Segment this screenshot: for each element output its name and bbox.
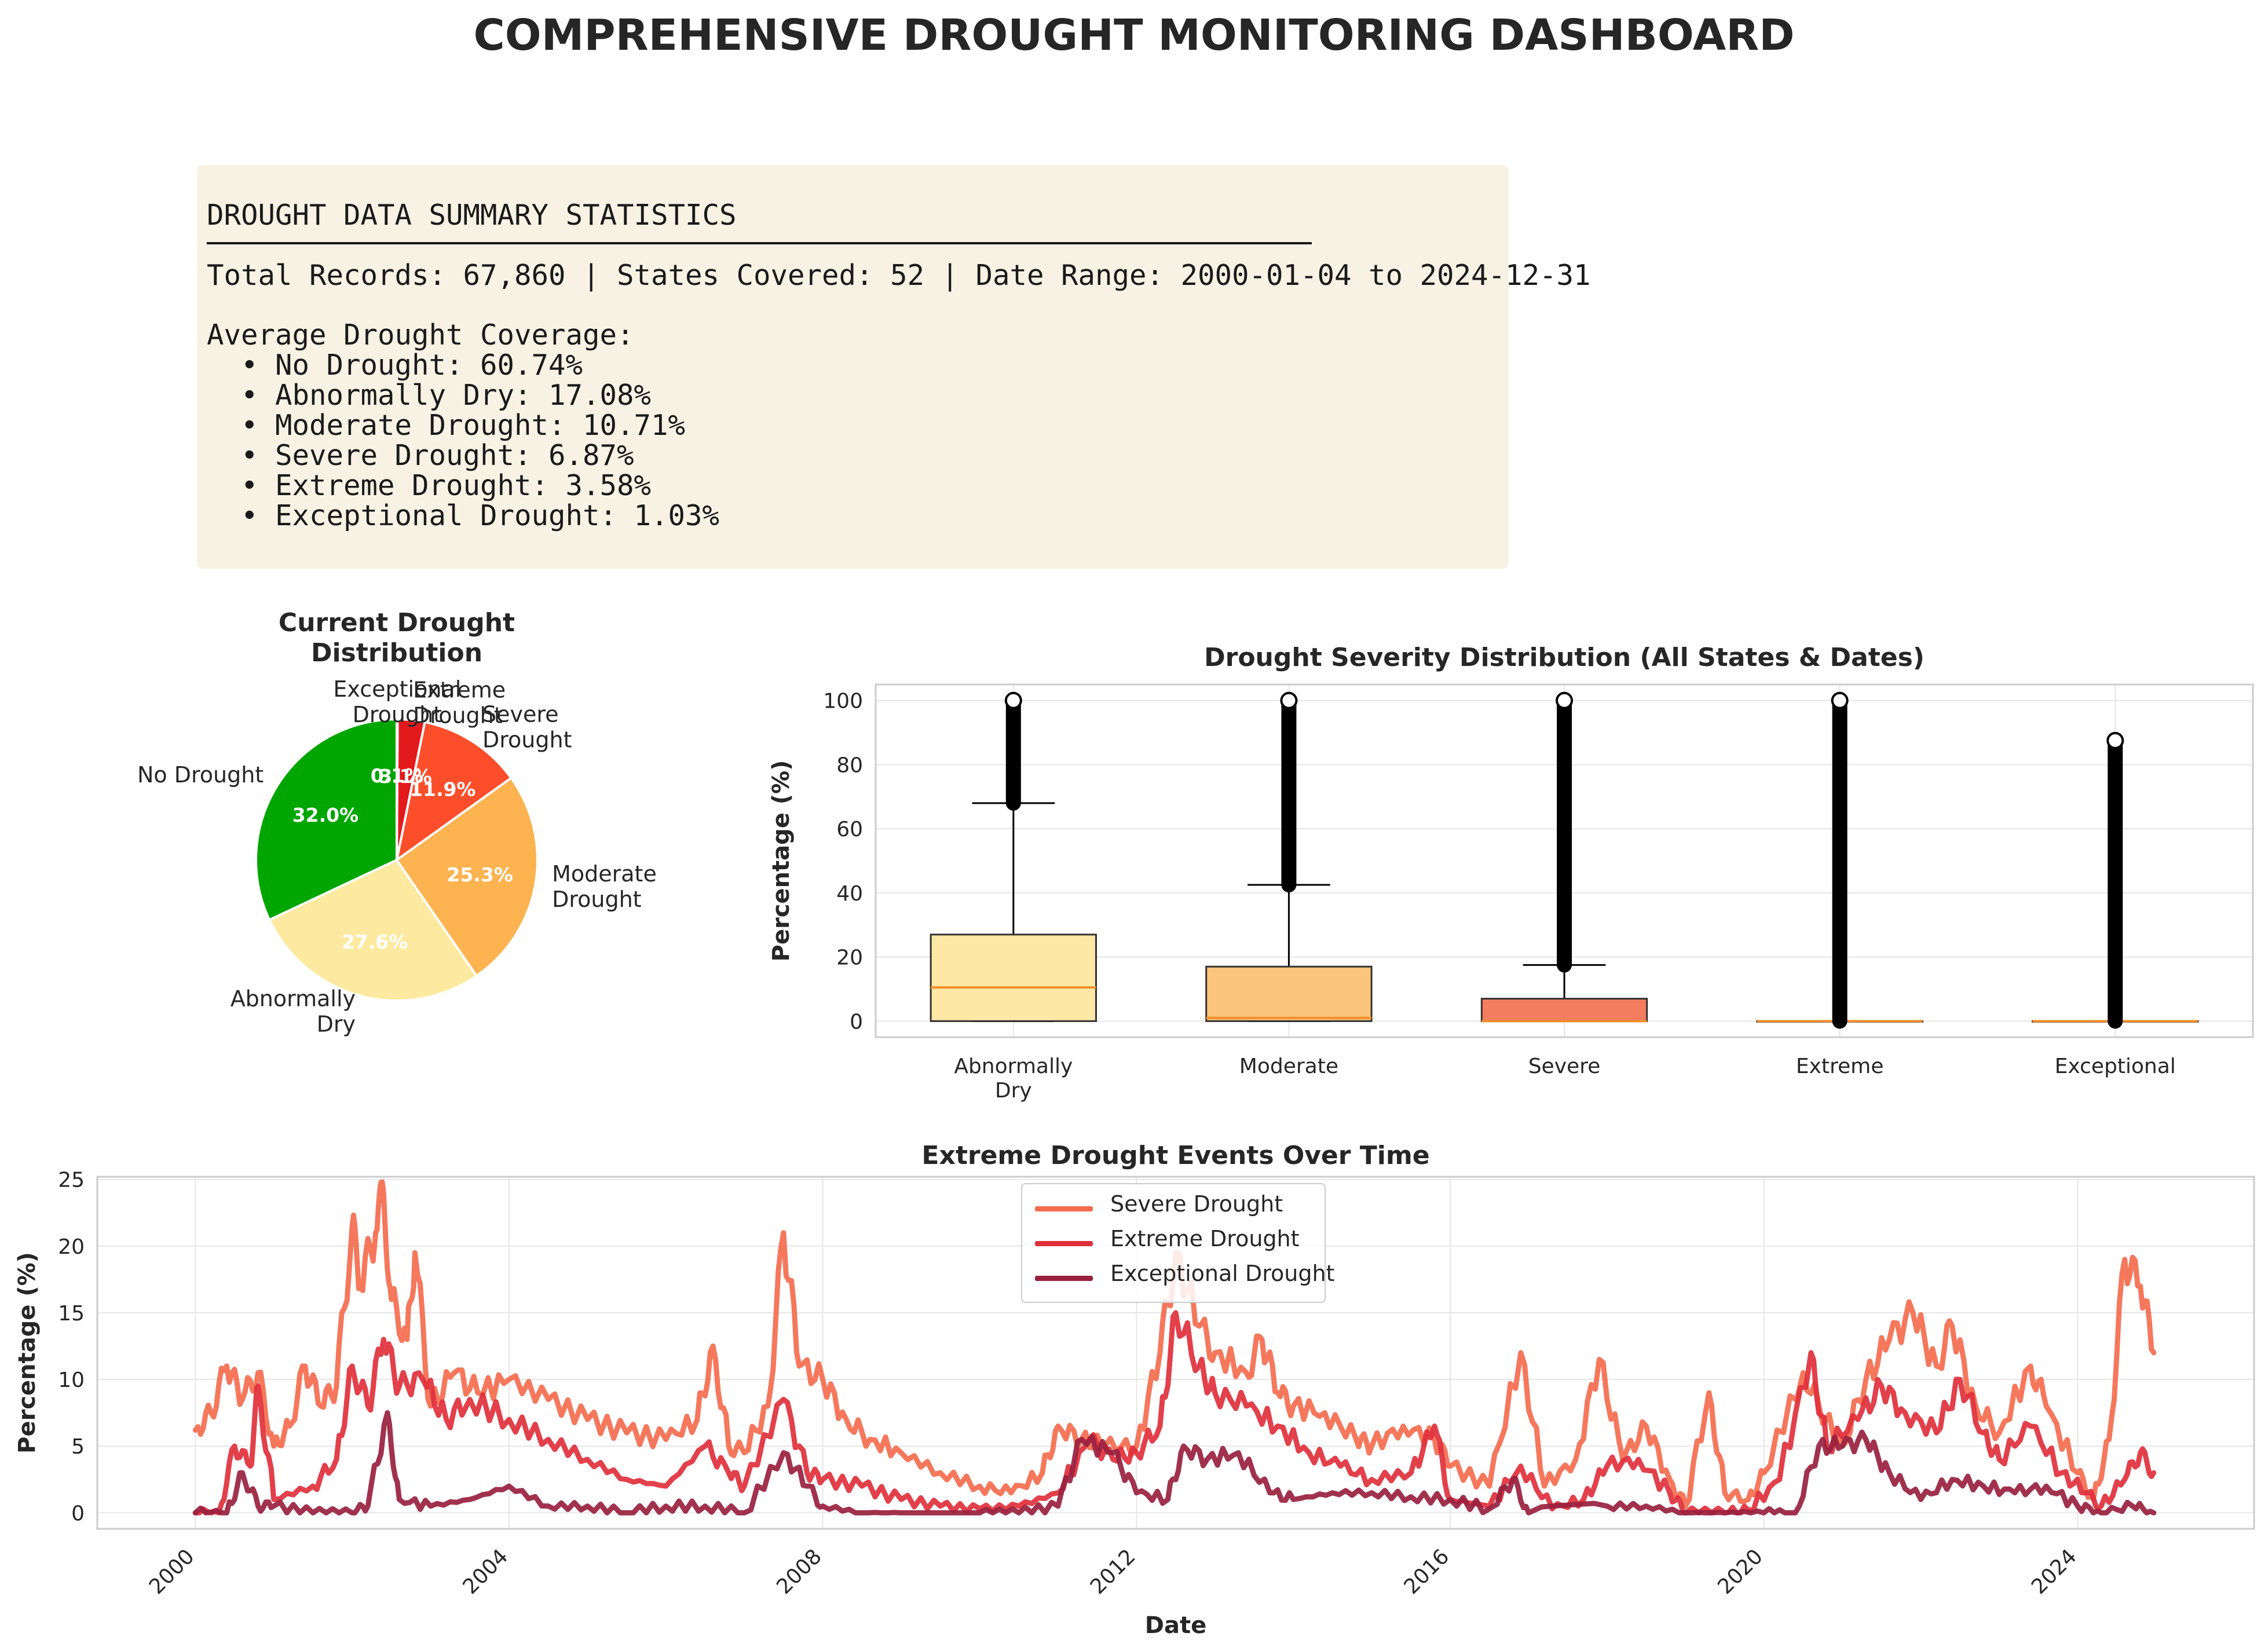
pie-value-label: 32.0% <box>292 804 359 826</box>
legend-label-severe: Severe Drought <box>1110 1191 1283 1217</box>
box-y-tick-label: 40 <box>836 882 863 906</box>
line-y-tick-label: 25 <box>58 1169 85 1192</box>
legend-swatch-exceptional <box>1035 1276 1093 1281</box>
summary-item-no-drought: • No Drought: 60.74% <box>207 349 583 382</box>
pie-value-label: 3.1% <box>379 765 432 788</box>
legend-swatch-extreme <box>1035 1241 1093 1246</box>
line-x-tick-label: 2004 <box>459 1544 513 1599</box>
line-y-tick-label: 0 <box>71 1502 85 1525</box>
box-x-tick-label: Abnormally Dry <box>954 1055 1073 1103</box>
time-series-legend: Severe Drought Extreme Drought Exception… <box>1021 1183 1334 1303</box>
dashboard-title: COMPREHENSIVE DROUGHT MONITORING DASHBOA… <box>473 10 1795 60</box>
line-x-tick-label: 2016 <box>1400 1544 1454 1599</box>
summary-item-extreme: • Extreme Drought: 3.58% <box>207 469 652 502</box>
series-line-severe-drought <box>192 1179 2157 1509</box>
box-x-tick-label: Extreme <box>1796 1055 1884 1078</box>
box-outlier-top <box>1831 691 1849 709</box>
box-y-tick-label: 0 <box>850 1010 863 1034</box>
line-y-tick-label: 5 <box>71 1435 85 1459</box>
box-y-tick-label: 80 <box>836 753 863 777</box>
box-y-tick-label: 60 <box>836 818 863 841</box>
summary-heading: DROUGHT DATA SUMMARY STATISTICS <box>207 199 737 232</box>
box-iqr <box>1480 998 1648 1022</box>
pie-slice <box>255 717 398 922</box>
pie-value-label: 27.6% <box>342 931 408 953</box>
summary-item-abnormally-dry: • Abnormally Dry: 17.08% <box>207 379 652 412</box>
box-outlier-top <box>1004 691 1022 709</box>
legend-label-exceptional: Exceptional Drought <box>1110 1261 1335 1286</box>
series-line-extreme-drought <box>192 1310 2157 1515</box>
line-x-tick-label: 2020 <box>1713 1544 1768 1599</box>
line-x-tick-label: 2008 <box>772 1544 826 1599</box>
box-outlier-top <box>2106 731 2124 749</box>
box-y-tick-label: 20 <box>836 946 863 970</box>
summary-item-exceptional: • Exceptional Drought: 1.03% <box>207 499 720 532</box>
line-x-axis-label: Date <box>1145 1612 1206 1639</box>
pie-category-label: Severe Drought <box>482 702 572 753</box>
pie-slice <box>268 858 478 1002</box>
pie-slice <box>395 720 513 863</box>
pie-slice <box>395 776 539 978</box>
legend-label-extreme: Extreme Drought <box>1110 1226 1300 1251</box>
box-plot: Drought Severity Distribution (All State… <box>768 643 2254 1103</box>
box-y-axis-label: Percentage (%) <box>768 760 795 962</box>
pie-value-label: 0.1% <box>371 764 424 787</box>
line-y-axis-label: Percentage (%) <box>14 1252 41 1454</box>
box-x-tick-label: Moderate <box>1239 1055 1338 1078</box>
pie-category-label: Moderate Drought <box>552 861 657 912</box>
line-y-tick-label: 15 <box>58 1302 85 1326</box>
pie-category-label: Extreme Drought <box>413 677 506 728</box>
series-line-exceptional-drought <box>192 1410 2157 1515</box>
line-y-tick-label: 10 <box>58 1368 85 1392</box>
line-y-tick-label: 20 <box>58 1235 85 1259</box>
summary-average-heading: Average Drought Coverage: <box>207 319 634 352</box>
pie-category-label: Abnormally Dry <box>231 986 356 1037</box>
summary-records-line: Total Records: 67,860 | States Covered: … <box>207 259 1591 292</box>
pie-value-label: 11.9% <box>409 778 476 801</box>
summary-item-moderate: • Moderate Drought: 10.71% <box>207 409 686 442</box>
box-x-tick-label: Severe <box>1528 1055 1601 1078</box>
line-x-tick-label: 2012 <box>1086 1544 1140 1599</box>
line-plot-frame <box>96 1176 2255 1530</box>
pie-category-label: Exceptional Drought <box>333 676 461 727</box>
line-x-tick-label: 2000 <box>145 1544 199 1599</box>
summary-item-severe: • Severe Drought: 6.87% <box>207 439 634 472</box>
box-plot-frame <box>875 683 2254 1038</box>
box-title: Drought Severity Distribution (All State… <box>1204 643 1925 672</box>
legend-swatch-severe <box>1035 1206 1093 1211</box>
box-iqr <box>1205 965 1373 1022</box>
pie-title: Current Drought Distribution <box>279 608 515 668</box>
time-series-chart: Extreme Drought Events Over Time 0 5 10 15 20… <box>14 1141 2255 1639</box>
box-outlier-top <box>1556 691 1573 709</box>
box-y-tick-label: 100 <box>823 690 863 713</box>
pie-category-label: No Drought <box>137 762 264 788</box>
line-x-tick-label: 2024 <box>2027 1544 2082 1599</box>
pie-chart: Current Drought Distribution 32.0% No Droug… <box>137 608 657 1037</box>
box-x-tick-label: Exceptional <box>2055 1055 2176 1078</box>
pie-slice <box>396 717 399 861</box>
summary-divider <box>207 242 1312 244</box>
summary-panel: DROUGHT DATA SUMMARY STATISTICS Total Re… <box>197 165 1591 569</box>
box-outlier-top <box>1280 691 1298 709</box>
box-iqr <box>930 934 1097 1022</box>
pie-value-label: 25.3% <box>447 863 513 886</box>
line-title: Extreme Drought Events Over Time <box>921 1141 1429 1170</box>
